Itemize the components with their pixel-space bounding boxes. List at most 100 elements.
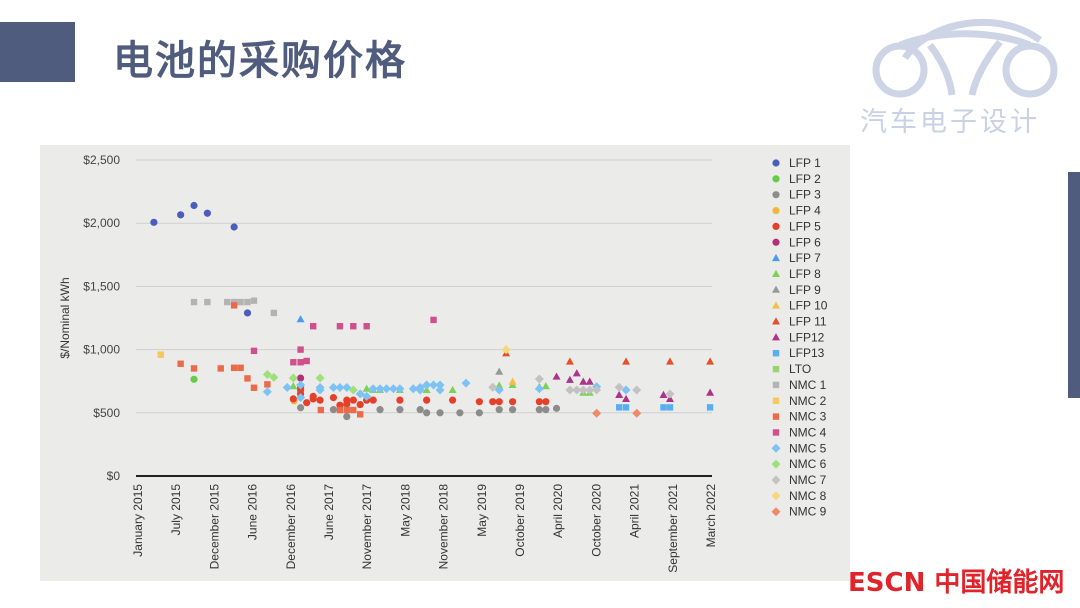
data-point (297, 346, 304, 353)
x-tick-label: January 2015 (131, 484, 145, 557)
data-point (230, 302, 238, 309)
data-point (244, 298, 251, 306)
legend-marker (772, 285, 780, 293)
y-tick-label: $1,500 (83, 279, 120, 293)
data-point (376, 406, 384, 414)
data-point (436, 409, 444, 417)
legend-label: LFP13 (789, 346, 825, 360)
data-point (262, 387, 272, 397)
x-tick-label: November 2018 (437, 484, 451, 570)
data-point (552, 404, 561, 412)
data-point (585, 377, 594, 385)
data-point (150, 218, 158, 226)
data-point (362, 391, 372, 401)
data-point (665, 357, 674, 365)
data-point (190, 298, 198, 306)
data-point (217, 365, 224, 372)
logo-text: 汽车电子设计 (860, 107, 1040, 138)
legend-label: LFP 11 (789, 315, 827, 329)
data-point (495, 381, 504, 389)
y-tick-label: $0 (107, 469, 121, 483)
data-point (659, 390, 668, 398)
data-point (382, 384, 392, 394)
x-tick-label: June 2017 (322, 484, 336, 540)
legend-label: LFP 4 (789, 204, 821, 218)
data-point (416, 406, 424, 414)
legend-label: LFP 8 (789, 267, 821, 281)
data-point (706, 388, 715, 396)
x-tick-label: October 2019 (513, 484, 527, 557)
legend-label: NMC 8 (789, 489, 827, 503)
data-point (328, 383, 338, 393)
x-tick-label: April 2020 (551, 484, 565, 538)
legend-label: LFP 5 (789, 219, 821, 233)
data-point (621, 385, 631, 395)
data-point (356, 411, 364, 418)
data-point (395, 384, 405, 394)
data-point (535, 406, 543, 414)
data-point (534, 374, 544, 384)
legend-marker (771, 491, 781, 501)
legend-marker (772, 413, 780, 420)
data-point (349, 396, 357, 404)
legend-marker (772, 350, 780, 357)
data-point (592, 408, 602, 418)
data-point (375, 384, 385, 394)
data-point (423, 396, 431, 404)
data-point (204, 298, 211, 306)
data-point (177, 360, 184, 367)
data-point (435, 380, 445, 390)
legend-label: LFP 1 (789, 156, 821, 170)
data-point (552, 372, 561, 380)
data-point (230, 364, 238, 372)
data-point (572, 369, 581, 377)
data-point (348, 385, 358, 395)
legend-label: LFP 6 (789, 235, 821, 249)
data-point (461, 378, 471, 388)
legend-label: LFP 7 (789, 251, 821, 265)
title-accent-block (0, 22, 75, 82)
data-point (368, 384, 378, 394)
data-point (264, 381, 271, 388)
legend-marker (772, 365, 780, 373)
data-point (290, 359, 297, 366)
legend-label: NMC 3 (789, 410, 827, 424)
data-point (303, 357, 310, 365)
data-point (288, 373, 298, 383)
legend-marker (772, 206, 780, 215)
data-point (501, 345, 511, 355)
legend-label: NMC 7 (789, 473, 827, 487)
data-point (363, 323, 370, 330)
page-title: 电池的采购价格 (113, 38, 407, 84)
data-point (632, 408, 642, 418)
legend-marker (772, 397, 780, 404)
data-point (230, 223, 238, 231)
x-tick-label: June 2016 (246, 484, 260, 540)
data-point (282, 383, 292, 393)
data-point (615, 390, 624, 398)
data-point (289, 395, 297, 403)
data-point (632, 385, 642, 395)
legend-marker (772, 381, 780, 389)
legend-marker (772, 333, 780, 341)
data-point (508, 377, 517, 385)
data-point (448, 385, 457, 394)
data-point (342, 383, 352, 393)
legend-marker (771, 507, 781, 517)
data-point (369, 396, 377, 404)
legend-marker (772, 253, 780, 262)
legend-marker (772, 191, 780, 199)
side-accent-bar (1068, 172, 1080, 398)
legend-label: LFP12 (789, 330, 825, 344)
data-point (489, 398, 497, 406)
data-point (542, 406, 550, 414)
data-point (622, 357, 631, 365)
data-point (495, 367, 504, 375)
legend-marker (772, 159, 780, 167)
legend-marker (772, 429, 780, 436)
legend-marker (772, 222, 780, 230)
data-point (494, 385, 504, 395)
data-point (157, 351, 164, 358)
data-point (508, 406, 517, 414)
